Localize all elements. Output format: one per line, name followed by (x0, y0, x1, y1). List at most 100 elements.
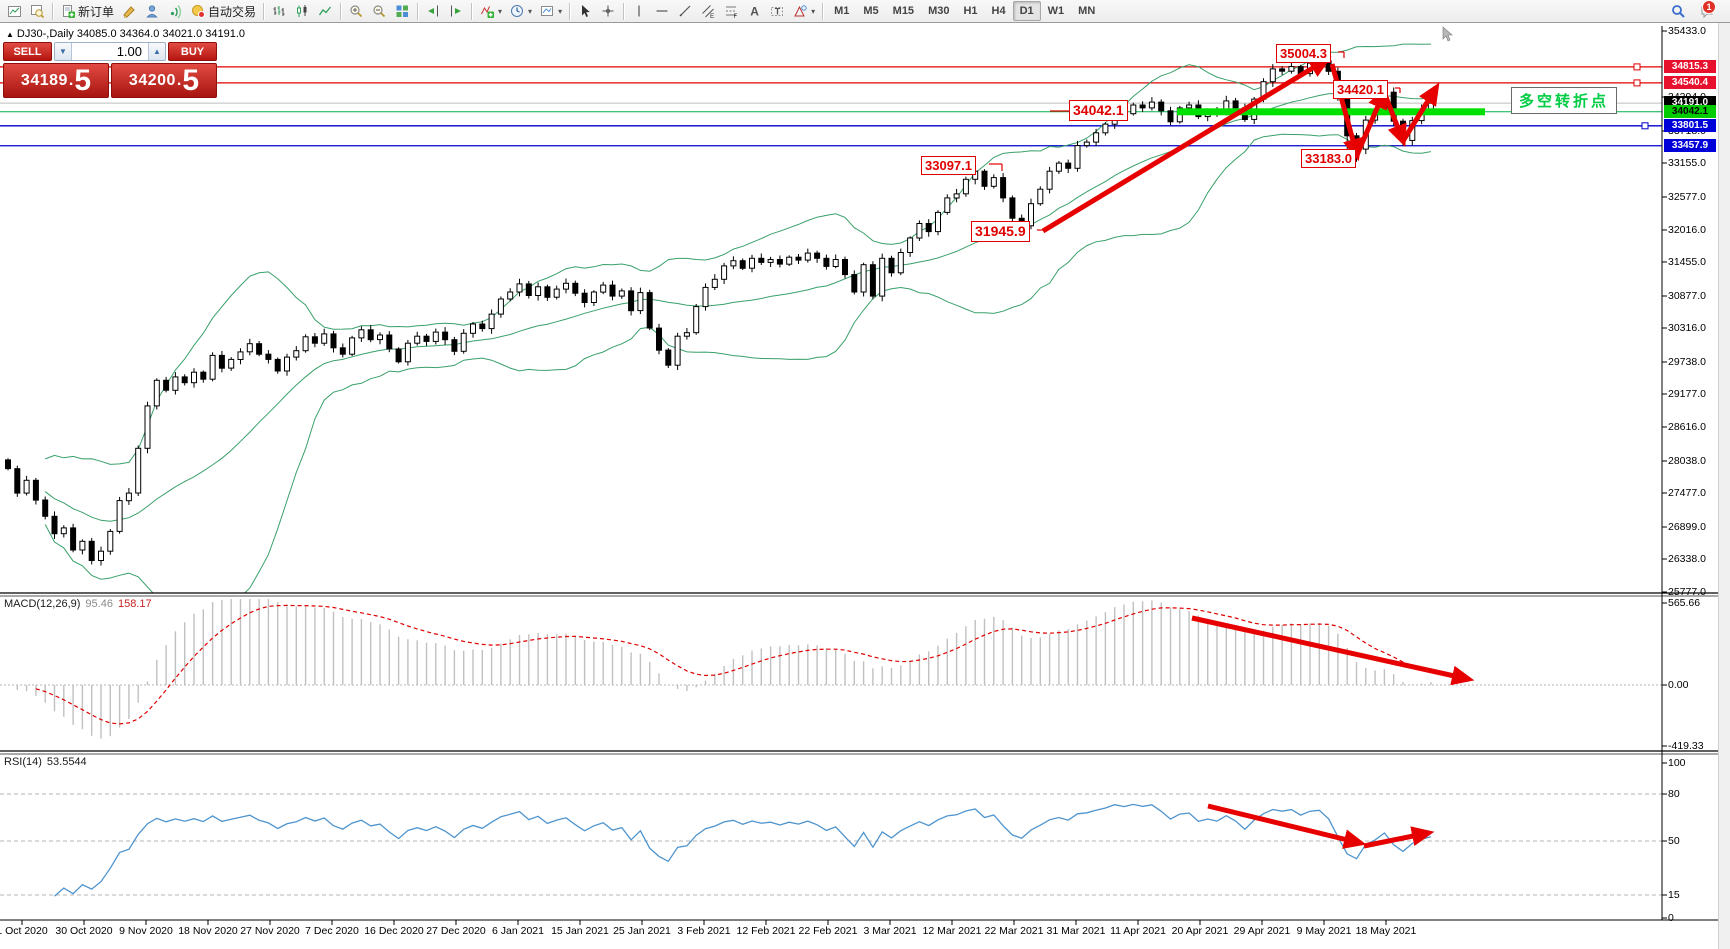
chat-button[interactable]: 1 (1696, 0, 1719, 21)
crayon-button[interactable] (118, 1, 141, 21)
date-axis-label: 15 Jan 2021 (551, 925, 609, 937)
annotation-label-34420[interactable]: 34420.1 (1333, 80, 1388, 99)
date-axis-label: 3 Feb 2021 (677, 925, 731, 937)
search-button[interactable] (1667, 1, 1690, 21)
expert-icon (145, 4, 160, 19)
signal-icon (168, 4, 183, 19)
chart-window-button[interactable] (3, 1, 26, 21)
date-axis-label: 9 May 2021 (1296, 925, 1352, 937)
toolbar-separator (569, 2, 572, 20)
fibo-button[interactable]: F (720, 1, 743, 21)
bars-button[interactable] (268, 1, 291, 21)
autotrade-button[interactable]: 自动交易 (187, 1, 260, 21)
channel-icon: E (701, 4, 716, 19)
shapes-icon (793, 4, 808, 19)
timeframe-h4-button[interactable]: H4 (985, 1, 1013, 21)
cursor-button[interactable] (574, 1, 597, 21)
zoom-out-button[interactable] (368, 1, 391, 21)
buy-button[interactable]: BUY (168, 42, 217, 61)
timeframe-w1-button[interactable]: W1 (1041, 1, 1072, 21)
timeframe-m15-button[interactable]: M15 (886, 1, 921, 21)
annotation-label-33183[interactable]: 33183.0 (1301, 149, 1356, 168)
hline-button[interactable] (651, 1, 674, 21)
annotation-label-34042[interactable]: 34042.1 (1069, 100, 1128, 121)
label-button[interactable]: T (766, 1, 789, 21)
date-axis-label: 1 Oct 2020 (0, 925, 48, 937)
date-axis-label: 12 Mar 2021 (922, 925, 982, 937)
date-axis-label: 9 Nov 2020 (119, 925, 173, 937)
price-axis-tick: 35433.0 (1668, 25, 1706, 37)
macd-value-1: 95.46 (85, 598, 113, 610)
buy-price-panel[interactable]: 34200. 5 (111, 63, 217, 98)
timeframe-h1-button[interactable]: H1 (956, 1, 984, 21)
autoscroll-icon (449, 4, 464, 19)
crosshair-button[interactable] (597, 1, 620, 21)
volume-value[interactable]: 1.00 (116, 44, 142, 59)
sell-price-panel[interactable]: 34189. 5 (3, 63, 109, 98)
window-right-strip (1718, 23, 1730, 949)
toolbar-separator (471, 2, 474, 20)
toolbar-separator (340, 2, 343, 20)
chart-zoom-button[interactable] (26, 1, 49, 21)
timeframe-m30-button[interactable]: M30 (921, 1, 956, 21)
price-axis-tick: 31455.0 (1668, 256, 1706, 268)
shapes-button[interactable]: ▾ (789, 1, 819, 21)
autoscroll-button[interactable] (445, 1, 468, 21)
annotation-label-33097[interactable]: 33097.1 (921, 156, 976, 175)
linechart-button[interactable] (314, 1, 337, 21)
new-order-button[interactable]: 新订单 (57, 1, 118, 21)
tile-button[interactable] (391, 1, 414, 21)
period-button[interactable]: ▾ (506, 1, 536, 21)
timeframe-d1-button[interactable]: D1 (1012, 1, 1041, 21)
chevron-down-icon[interactable]: ▾ (528, 6, 533, 16)
volume-decrease-button[interactable]: ▼ (55, 43, 72, 60)
macd-name: MACD(12,26,9) (4, 598, 81, 610)
date-axis-label: 30 Oct 2020 (55, 925, 113, 937)
sell-button[interactable]: SELL (3, 42, 52, 61)
vline-icon (632, 4, 647, 19)
chart-window-icon (7, 4, 22, 19)
timeframe-m1-button[interactable]: M1 (827, 1, 856, 21)
trend-arrow (1329, 63, 1363, 162)
volume-increase-button[interactable]: ▲ (148, 43, 165, 60)
annotation-label-31945[interactable]: 31945.9 (971, 221, 1030, 242)
svg-text:F: F (734, 13, 738, 19)
date-axis-label: 27 Dec 2020 (426, 925, 486, 937)
chat-notification-badge: 1 (1702, 0, 1716, 14)
template-button[interactable]: ▾ (536, 1, 566, 21)
date-axis-label: 12 Feb 2021 (736, 925, 796, 937)
candles-icon (295, 4, 310, 19)
timeframe-mn-button[interactable]: MN (1071, 1, 1102, 21)
price-level-badge: 34815.3 (1664, 59, 1716, 73)
text-button[interactable]: A (743, 1, 766, 21)
toolbar-separator (52, 2, 54, 20)
support-zone-band (1177, 108, 1485, 116)
chart-shift-button[interactable] (422, 1, 445, 21)
chart-shift-icon (426, 4, 441, 19)
rsi-axis-tick: 100 (1668, 757, 1686, 769)
timeframe-m5-button[interactable]: M5 (856, 1, 885, 21)
candles-button[interactable] (291, 1, 314, 21)
turning-point-note[interactable]: 多空转折点 (1511, 87, 1618, 114)
vline-button[interactable] (628, 1, 651, 21)
trendline-button[interactable] (674, 1, 697, 21)
indicators-button[interactable]: ▾ (476, 1, 506, 21)
signal-button[interactable] (164, 1, 187, 21)
chevron-down-icon[interactable]: ▾ (811, 6, 816, 16)
macd-axis-tick: -419.33 (1668, 740, 1704, 752)
chevron-down-icon[interactable]: ▾ (558, 6, 563, 16)
channel-button[interactable]: E (697, 1, 720, 21)
collapse-triangle-icon[interactable]: ▲ (6, 30, 14, 39)
chart-symbol-title[interactable]: ▲ DJ30-,Daily 34085.0 34364.0 34021.0 341… (6, 28, 245, 40)
toolbar-button-groups: 新订单 自动交易 ▾ ▾ ▾ E F A T ▾ M1 M5 M15 M30 H1 H4 D1 W1 MN (3, 0, 1102, 22)
trend-arrow (1191, 615, 1475, 686)
volume-stepper[interactable]: ▼ 1.00 ▲ (54, 42, 166, 61)
expert-button[interactable] (141, 1, 164, 21)
macd-value-2: 158.17 (117, 598, 152, 610)
zoom-in-button[interactable] (345, 1, 368, 21)
svg-text:E: E (710, 12, 715, 18)
chevron-down-icon[interactable]: ▾ (498, 6, 503, 16)
annotation-label-35004[interactable]: 35004.3 (1276, 44, 1331, 63)
price-axis-tick: 27477.0 (1668, 487, 1706, 499)
